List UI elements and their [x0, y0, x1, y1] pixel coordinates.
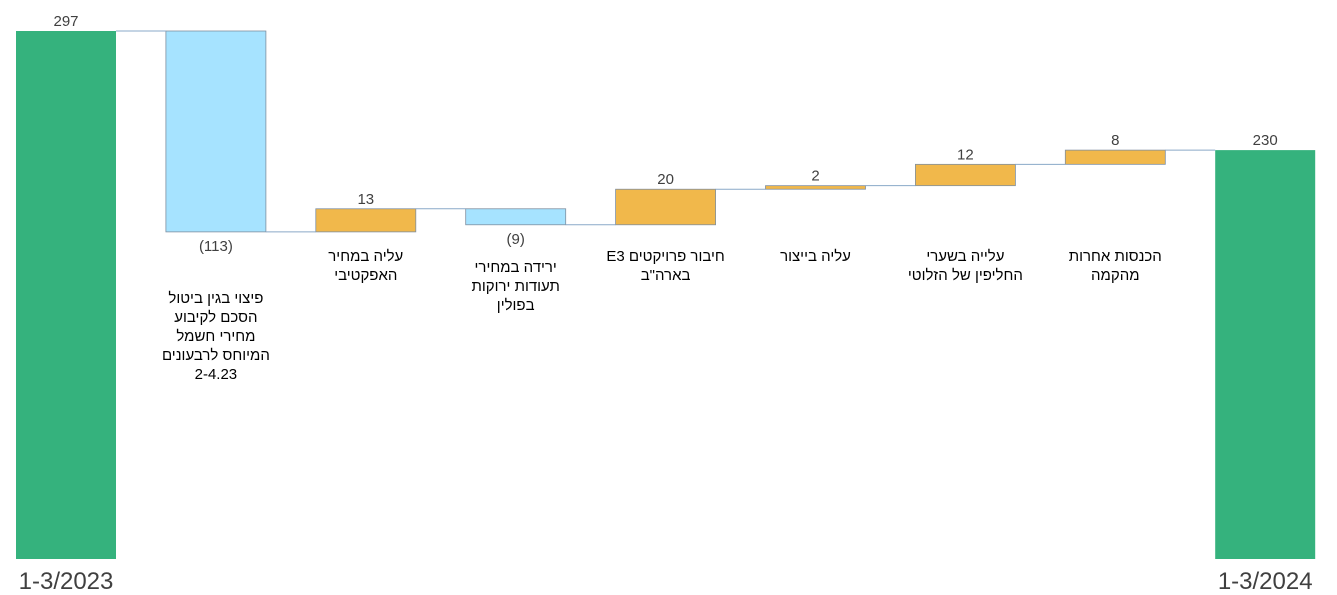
category-label-6: עלייה בשערי החליפין של הזלוטי [907, 248, 1023, 284]
bar-1 [165, 30, 267, 233]
bar-2 [315, 208, 417, 233]
value-label-4: 20 [657, 171, 674, 188]
value-label-6: 12 [957, 146, 974, 163]
bar-3 [465, 208, 567, 226]
category-label-4: חיבור פרויקטים E3 בארה"ב [606, 248, 725, 284]
value-label-3: (9) [507, 231, 525, 248]
bar-5 [765, 185, 866, 190]
value-label-0: 297 [53, 13, 78, 30]
category-label-3: ירידה במחירי תעודות ירוקות בפולין [471, 258, 560, 314]
bar-8 [1215, 150, 1316, 559]
bar-7 [1064, 149, 1166, 165]
value-label-2: 13 [357, 191, 374, 208]
category-label-5: עליה בייצור [780, 248, 851, 265]
period-label-0: 1-3/2023 [19, 568, 114, 595]
bar-4 [615, 188, 716, 226]
category-label-2: עליה במחיר האפקטיבי [328, 248, 404, 284]
category-label-1: פיצוי בגין ביטול הסכם לקיבוע מחירי חשמל … [161, 289, 270, 383]
value-label-8: 230 [1253, 132, 1278, 149]
value-label-7: 8 [1111, 132, 1119, 149]
bar-0 [16, 31, 116, 559]
value-label-1: (113) [199, 238, 233, 255]
value-label-5: 2 [811, 168, 819, 185]
period-label-8: 1-3/2024 [1218, 568, 1313, 595]
category-label-7: הכנסות אחרות מהקמה [1068, 248, 1162, 284]
bar-6 [915, 163, 1016, 187]
